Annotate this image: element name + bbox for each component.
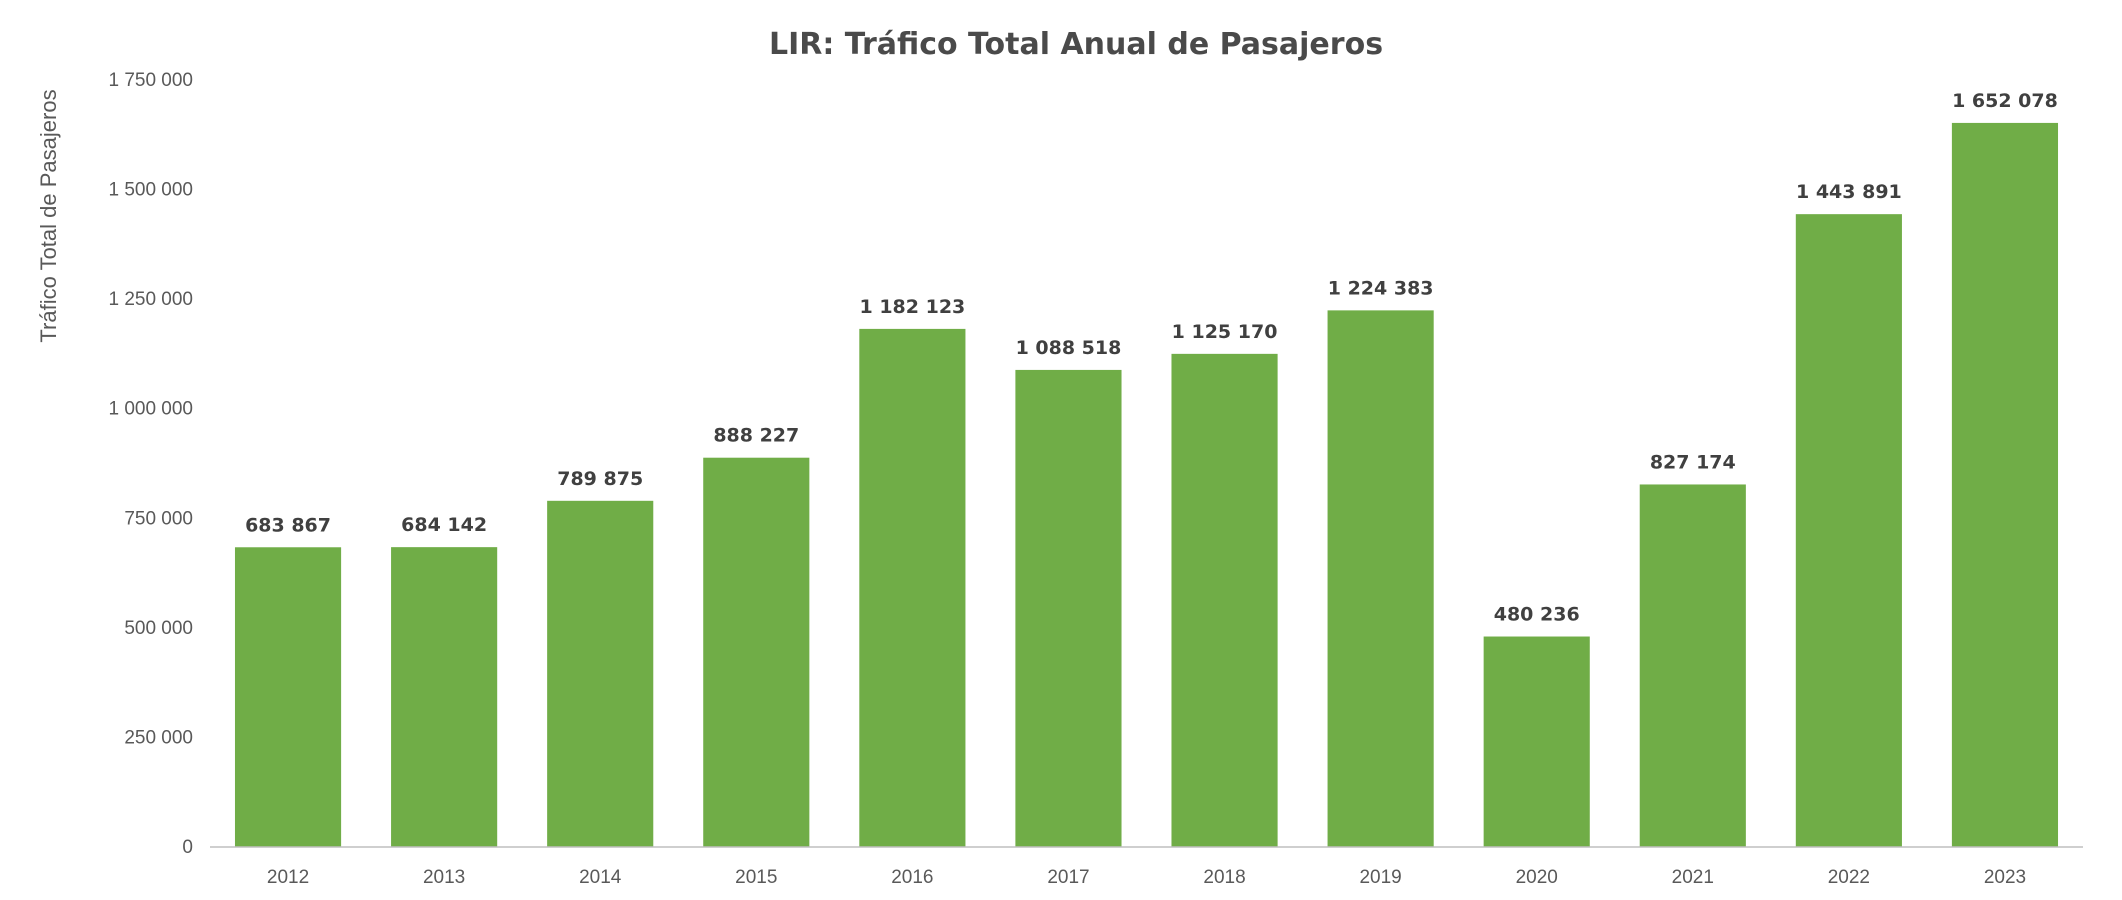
data-label: 1 182 123 [859,296,965,318]
x-tick-label: 2012 [267,867,309,888]
data-label: 683 867 [245,514,331,536]
y-tick-label: 1 750 000 [108,70,193,91]
y-tick-label: 1 500 000 [108,180,193,201]
y-axis-label: Tráfico Total de Pasajeros [36,89,61,342]
y-tick-label: 250 000 [124,727,193,748]
bar [1951,122,2059,847]
bar [234,547,342,847]
data-label: 480 236 [1494,604,1580,626]
data-label: 1 088 518 [1016,337,1122,359]
data-labels-group: 683 867 684 142 789 875 888 227 1 182 123 1 0… [245,90,2058,626]
y-tick-label: 500 000 [124,618,193,639]
chart-title: LIR: Tráfico Total Anual de Pasajeros [769,27,1383,62]
bar [1483,636,1590,847]
x-tick-label: 2019 [1359,867,1401,888]
x-tick-label: 2016 [891,867,933,888]
data-label: 827 174 [1650,451,1736,473]
data-label: 684 142 [401,514,487,536]
bar [391,547,498,847]
x-tick-label: 2021 [1672,867,1714,888]
data-label: 789 875 [557,468,643,490]
x-tick-label: 2017 [1047,867,1089,888]
y-axis-ticks: 0 250 000 500 000 750 000 1 000 000 1 250 000… [108,70,193,858]
bars-group [234,122,2059,848]
x-tick-label: 2023 [1984,867,2026,888]
data-label: 1 443 891 [1796,181,1902,203]
x-axis-ticks: 2012 2013 2014 2015 2016 2017 2018 2019 2020 2021… [267,867,2026,888]
data-label: 1 125 170 [1172,321,1278,343]
bar [1795,214,1902,847]
bar [547,500,654,847]
y-tick-label: 750 000 [124,508,193,529]
x-tick-label: 2018 [1203,867,1245,888]
bar [703,457,810,847]
x-tick-label: 2013 [423,867,465,888]
y-tick-label: 1 250 000 [108,289,193,310]
bar [859,328,966,848]
data-label: 888 227 [713,425,799,447]
data-label: 1 224 383 [1328,277,1434,299]
bar [1171,353,1278,847]
bar [1639,484,1746,847]
bar [1015,369,1122,847]
x-tick-label: 2015 [735,867,777,888]
bar [1327,310,1434,847]
y-tick-label: 1 000 000 [108,399,193,420]
x-tick-label: 2014 [579,867,622,888]
y-tick-label: 0 [182,837,193,858]
x-tick-label: 2020 [1516,867,1558,888]
x-tick-label: 2022 [1828,867,1870,888]
data-label: 1 652 078 [1952,90,2058,112]
